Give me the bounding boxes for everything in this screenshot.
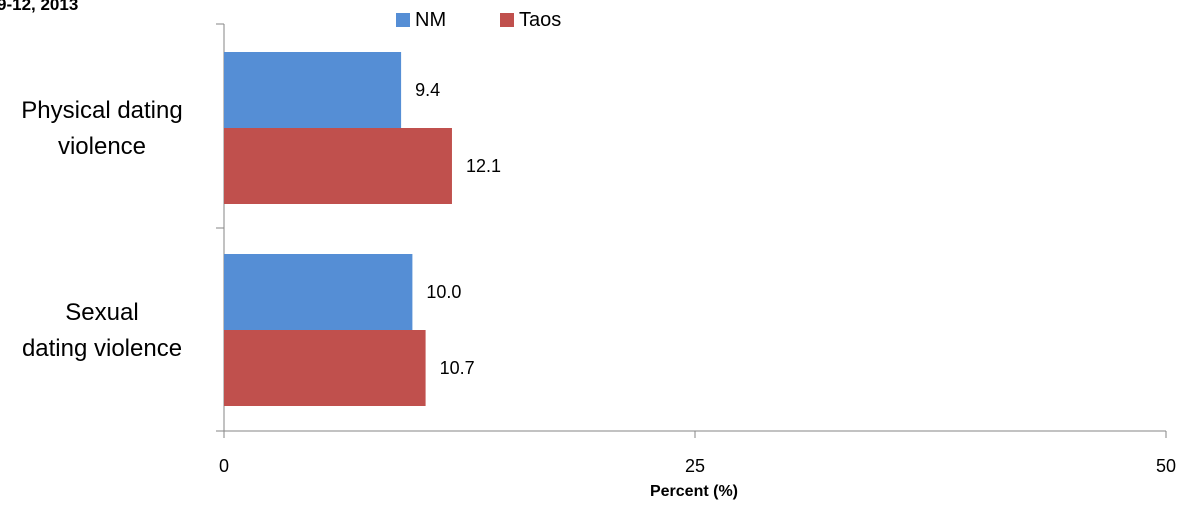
data-labels: 9.4 10.0 12.1 10.7: [415, 80, 501, 378]
category-label: Physical dating violence: [21, 97, 182, 160]
category-label-line: Sexual: [65, 299, 138, 326]
legend-swatch-taos: [500, 13, 514, 27]
legend: NM Taos: [396, 9, 561, 31]
x-axis-title: Percent (%): [650, 483, 738, 500]
category-label-line: Physical dating: [21, 97, 182, 124]
bar-taos-2: [224, 330, 426, 406]
category-label-line: dating violence: [22, 335, 182, 362]
data-label: 10.7: [440, 358, 475, 378]
data-label: 10.0: [426, 282, 461, 302]
x-tick-label: 50: [1156, 456, 1176, 476]
legend-label-nm: NM: [415, 9, 446, 31]
category-labels: Physical dating violence Sexual dating viol…: [21, 97, 182, 362]
bar-nm-1: [224, 52, 402, 128]
category-label-line: violence: [58, 133, 146, 160]
chart-title: 9-12, 2013: [0, 0, 78, 14]
tick-labels: 0 25 50: [219, 456, 1176, 476]
bar-nm-2: [224, 254, 413, 330]
data-label: 12.1: [466, 156, 501, 176]
legend-label-taos: Taos: [519, 9, 561, 31]
data-label: 9.4: [415, 80, 440, 100]
legend-swatch-nm: [396, 13, 410, 27]
bars: [224, 52, 452, 406]
x-tick-label: 25: [685, 456, 705, 476]
x-tick-label: 0: [219, 456, 229, 476]
category-label: Sexual dating violence: [22, 299, 182, 362]
bar-taos-1: [224, 128, 452, 204]
